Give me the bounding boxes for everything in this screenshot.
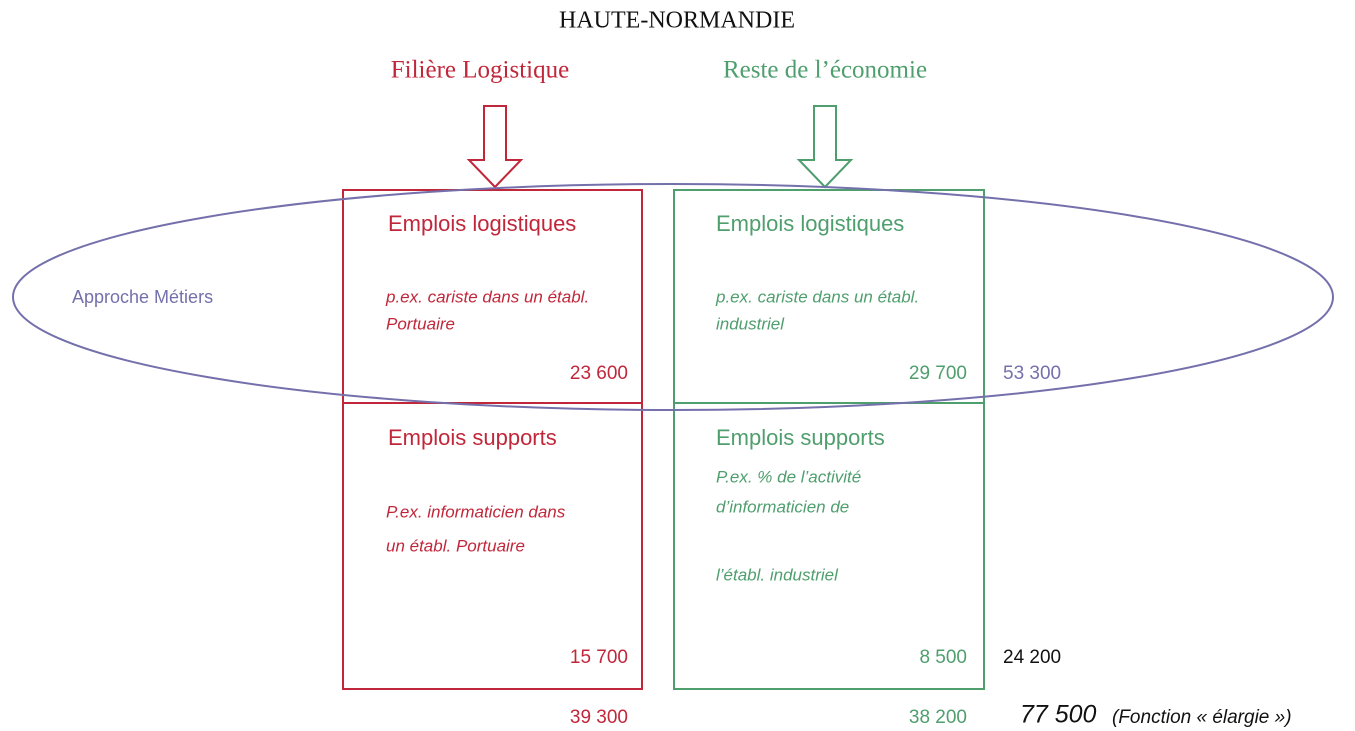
- cell-value: 15 700: [570, 647, 628, 668]
- cell-heading: Emplois supports: [716, 425, 885, 450]
- arrow: [466, 105, 524, 189]
- arrow: [796, 105, 854, 189]
- column-title: Filière Logistique: [391, 57, 569, 84]
- cell-value: 8 500: [919, 647, 967, 668]
- cell-description: d’informaticien de: [716, 497, 849, 516]
- title: HAUTE-NORMANDIE: [559, 8, 795, 34]
- column-total: 39 300: [570, 707, 628, 728]
- column-title: Reste de l’économie: [723, 57, 927, 84]
- cell-heading: Emplois logistiques: [716, 211, 904, 236]
- cell-description: P.ex. % de l’activité: [716, 467, 861, 486]
- cell-value: 23 600: [570, 363, 628, 384]
- cell-description: l’établ. industriel: [716, 565, 839, 584]
- box: [342, 402, 643, 690]
- cell-heading: Emplois logistiques: [388, 211, 576, 236]
- cell-value: 29 700: [909, 363, 967, 384]
- row-total: 24 200: [1003, 647, 1061, 668]
- cell-heading: Emplois supports: [388, 425, 557, 450]
- cell-description: Portuaire: [386, 314, 455, 333]
- cell-description: un établ. Portuaire: [386, 536, 525, 555]
- ellipse-label: Approche Métiers: [72, 287, 213, 307]
- cell-description: p.ex. cariste dans un établ.: [715, 287, 919, 306]
- grand-total: 77 500: [1020, 701, 1097, 729]
- box: [673, 402, 985, 690]
- cell-description: P.ex. informaticien dans: [386, 502, 566, 521]
- cell-description: industriel: [716, 314, 785, 333]
- grand-total-note: (Fonction « élargie »): [1112, 707, 1292, 728]
- ellipse: [12, 183, 1334, 411]
- column-total: 38 200: [909, 707, 967, 728]
- row-total: 53 300: [1003, 363, 1061, 384]
- cell-description: p.ex. cariste dans un établ.: [385, 287, 589, 306]
